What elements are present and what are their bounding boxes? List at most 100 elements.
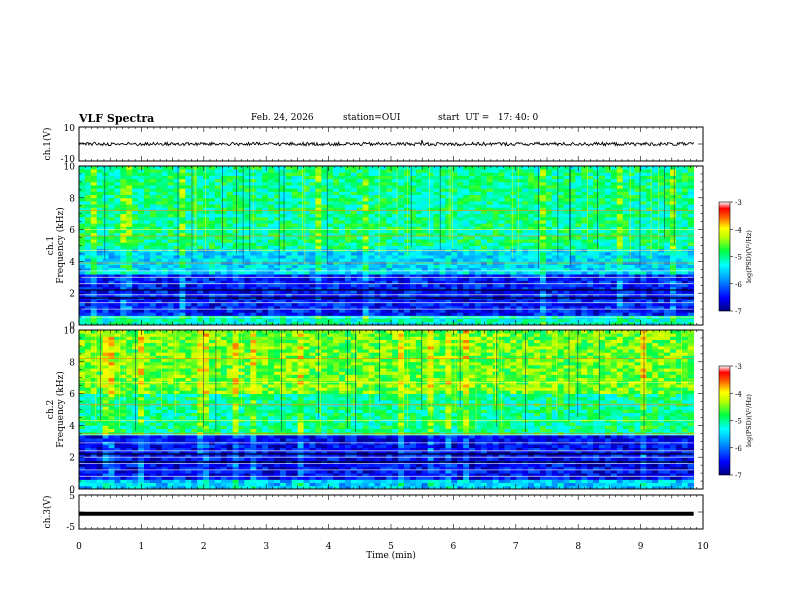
- ch1-spectrogram-cell: [451, 210, 458, 215]
- ch1-spectrogram-cell: [380, 245, 387, 250]
- ch1-spectrogram-cell: [604, 223, 612, 227]
- ch1-spectrogram-cell: [528, 274, 535, 278]
- ch1-spectrogram-cell: [362, 169, 369, 173]
- ch1-spectrogram-cell: [652, 302, 659, 307]
- ch1-spectrogram-cell: [209, 321, 216, 326]
- ch1-spectrogram-cell: [144, 305, 151, 310]
- ch1-spectrogram-cell: [622, 223, 630, 227]
- ch1-spectrogram-cell: [327, 188, 334, 192]
- ch1-spectrogram-cell: [486, 235, 494, 240]
- ch1-spectrogram-cell: [303, 299, 310, 304]
- ch1-spectrogram-cell: [309, 191, 316, 196]
- ch1-spectrogram-cell: [528, 235, 535, 240]
- ch1-spectrogram-cell: [646, 213, 653, 218]
- ch1-spectrogram-cell: [534, 280, 541, 285]
- ch1-spectrogram-cell: [528, 302, 535, 307]
- ch1-spectrogram-cell: [179, 220, 186, 224]
- ch1-spectrogram-cell: [309, 309, 316, 313]
- ch1-spectrogram-cell: [587, 255, 594, 259]
- ch1-spectrogram-cell: [90, 283, 98, 288]
- ch1-spectrogram-cell: [404, 255, 411, 259]
- ch1-spectrogram-cell: [350, 318, 358, 323]
- ch1-spectrogram-cell: [616, 274, 624, 278]
- ch1-spectrogram-cell: [593, 277, 600, 281]
- ch1-spectrogram-cell: [144, 255, 151, 259]
- ch1-spectrogram-cell: [126, 267, 133, 272]
- ch1-spectrogram-cell: [658, 290, 665, 294]
- ch1-spectrogram-cell: [262, 255, 269, 259]
- ch1-spectrogram-cell: [634, 277, 641, 281]
- ch1-spectrogram-cell: [587, 274, 594, 278]
- ch1-spectrogram-cell: [179, 309, 186, 313]
- ch1-spectrogram-cell: [427, 232, 434, 237]
- ch1-spectrogram-cell: [138, 175, 145, 180]
- ch1-spectrogram-cell: [279, 207, 287, 211]
- ch1-spectrogram-cell: [628, 302, 635, 307]
- ch1-spectrogram-cell: [96, 226, 104, 230]
- ch1-spectrogram-cell: [167, 280, 174, 285]
- ch1-spectrogram-cell: [214, 274, 222, 278]
- ch1-spectrogram-cell: [534, 264, 541, 269]
- ch1-spectrogram-cell: [226, 305, 234, 310]
- ch1-spectrogram-cell: [350, 286, 358, 291]
- ch1-spectrogram-cell: [262, 299, 269, 304]
- ch1-spectrogram-cell: [268, 321, 275, 326]
- ch1-spectrogram-cell: [504, 290, 511, 294]
- ch1-spectrogram-cell: [279, 277, 287, 281]
- ch1-spectrogram-cell: [303, 200, 310, 205]
- ch1-spectrogram-cell: [173, 229, 180, 234]
- ch1-spectrogram-cell: [404, 277, 411, 281]
- ch1-spectrogram-cell: [279, 185, 287, 189]
- ch1-spectrogram-cell: [616, 223, 624, 227]
- ch1-spectrogram-cell: [303, 216, 310, 221]
- ch1-spectrogram-cell: [486, 245, 494, 250]
- ch1-spectrogram-cell: [297, 166, 304, 170]
- ch1-spectrogram-cell: [356, 185, 364, 189]
- ch1-spectrogram-cell: [616, 188, 624, 192]
- ch1-spectrogram-cell: [268, 175, 275, 180]
- ch1-spectrogram-cell: [179, 251, 186, 256]
- ch1-spectrogram-cell: [149, 169, 157, 173]
- ch1-spectrogram-cell: [327, 197, 334, 202]
- ch1-spectrogram-cell: [593, 242, 600, 246]
- ch1-spectrogram-cell: [220, 207, 228, 211]
- ch1-spectrogram-cell: [132, 235, 139, 240]
- ch1-spectrogram-cell: [634, 194, 641, 199]
- ch1-spectrogram-cell: [120, 286, 127, 291]
- ch1-spectrogram-cell: [528, 194, 535, 199]
- ch1-spectrogram-cell: [167, 226, 174, 230]
- ch1-spectrogram-cell: [209, 245, 216, 250]
- ch1-spectrogram-cell: [191, 305, 198, 310]
- ch1-spectrogram-cell: [297, 277, 304, 281]
- ch1-spectrogram-cell: [587, 232, 594, 237]
- ch1-spectrogram-cell: [291, 185, 299, 189]
- ch1-spectrogram-cell: [138, 188, 145, 192]
- ch1-spectrogram-cell: [457, 242, 464, 246]
- ch1-spectrogram-cell: [634, 283, 641, 288]
- ch1-spectrogram-cell: [344, 283, 352, 288]
- ch1-spectrogram-cell: [362, 178, 369, 183]
- ch1-spectrogram-cell: [368, 321, 375, 326]
- ch1-spectrogram-cell: [427, 318, 434, 323]
- ch1-spectrogram-cell: [309, 204, 316, 208]
- ch1-spectrogram-cell: [398, 270, 405, 275]
- ch1-spectrogram-cell: [504, 185, 511, 189]
- ch1-spectrogram-cell: [433, 277, 440, 281]
- ch1-spectrogram-cell: [557, 305, 565, 310]
- ch1-spectrogram-cell: [285, 194, 293, 199]
- ch1-spectrogram-cell: [297, 232, 304, 237]
- ch1-spectrogram-cell: [191, 258, 198, 262]
- ch1-spectrogram-cell: [563, 321, 570, 326]
- ch1-spectrogram-cell: [291, 258, 299, 262]
- ch1-spectrogram-cell: [569, 175, 576, 180]
- ch1-spectrogram-cell: [214, 299, 222, 304]
- ch1-spectrogram-cell: [203, 226, 210, 230]
- ch1-spectrogram-cell: [244, 302, 251, 307]
- ch1-spectrogram-cell: [179, 267, 186, 272]
- ch1-spectrogram-cell: [321, 318, 328, 323]
- ch1-spectrogram-cell: [486, 216, 494, 221]
- ch1-spectrogram-cell: [575, 226, 582, 230]
- ch1-spectrogram-cell: [433, 299, 440, 304]
- ch1-spectrogram-cell: [321, 235, 328, 240]
- ch1-spectrogram-cell: [634, 172, 641, 176]
